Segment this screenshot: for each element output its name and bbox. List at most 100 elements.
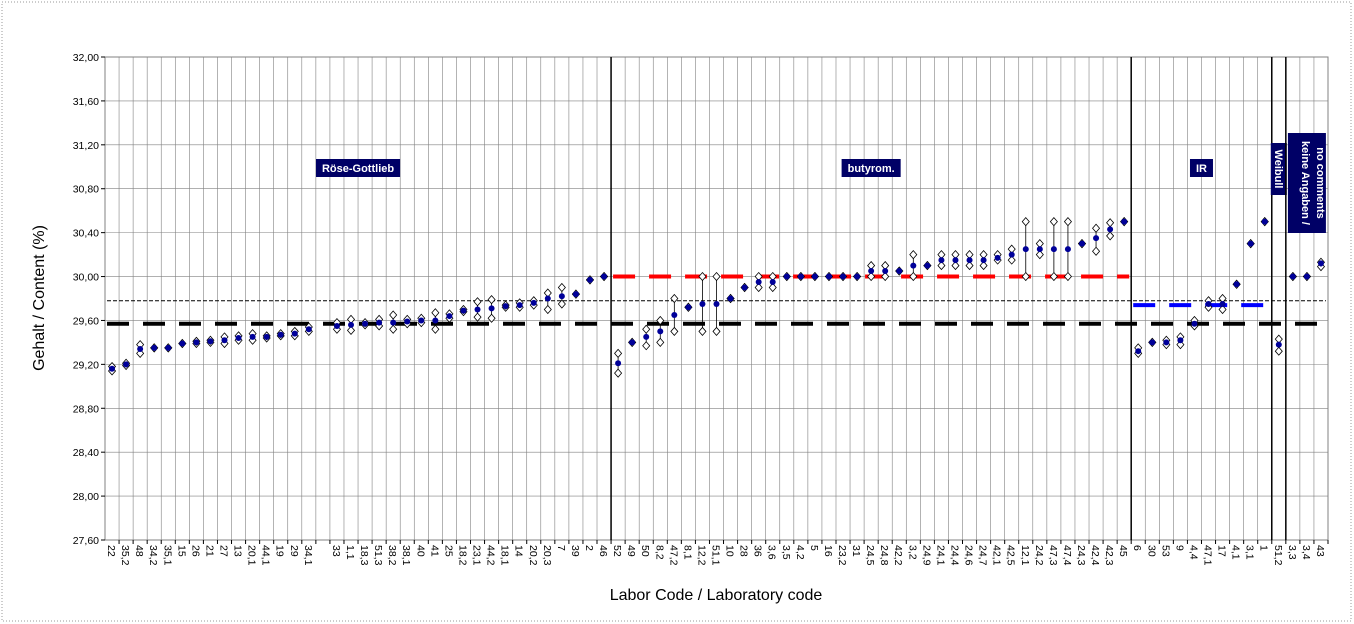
mean-value (952, 257, 959, 264)
x-tick-label: 4,1 (1230, 545, 1242, 560)
group-label: keine Angaben / (1299, 141, 1311, 225)
y-tick-label: 27,60 (73, 535, 99, 547)
mean-value (488, 305, 495, 312)
x-tick-label: 3,3 (1286, 545, 1298, 560)
mean-value (1036, 246, 1043, 253)
mean-value (1064, 246, 1071, 253)
mean-value (1275, 341, 1282, 348)
mean-value (123, 361, 130, 368)
x-tick-label: 44,1 (260, 545, 272, 566)
mean-value (769, 279, 776, 286)
single-value (881, 271, 890, 282)
single-value (1021, 271, 1030, 282)
x-tick-label: 51,1 (710, 545, 722, 566)
x-tick-label: 14 (513, 545, 525, 557)
mean-value (896, 268, 903, 275)
mean-value (165, 344, 172, 351)
single-value (1049, 217, 1058, 227)
x-tick-label: 29 (288, 545, 300, 557)
x-tick-label: 24,5 (864, 545, 876, 566)
y-tick-label: 29,60 (73, 315, 99, 327)
single-value (698, 326, 707, 337)
mean-value (179, 340, 186, 347)
x-tick-label: 7 (555, 545, 567, 551)
mean-value (460, 307, 467, 314)
y-tick-label: 28,00 (73, 491, 99, 503)
x-tick-label: 3,5 (780, 545, 792, 560)
mean-value (966, 257, 973, 264)
mean-value (530, 299, 537, 306)
single-value (642, 324, 651, 334)
mean-value (657, 328, 664, 335)
x-tick-label: 40 (414, 545, 426, 557)
group-label: butyrom. (848, 163, 895, 175)
mean-value (558, 293, 565, 300)
mean-value (544, 295, 551, 302)
mean-value (1233, 281, 1240, 288)
single-value (473, 297, 482, 307)
x-tick-label: 2 (583, 545, 595, 551)
group-label-box (841, 159, 901, 177)
single-value (1021, 217, 1030, 227)
mean-value (1317, 260, 1324, 267)
mean-value (1121, 218, 1128, 225)
x-tick-label: 47,1 (1202, 545, 1214, 566)
x-tick-label: 34,1 (302, 545, 314, 566)
y-tick-label: 28,40 (73, 447, 99, 459)
mean-value (137, 345, 144, 352)
x-tick-label: 42,3 (1103, 545, 1115, 566)
mean-value (516, 302, 523, 309)
mean-value (1247, 240, 1254, 247)
single-value (543, 304, 552, 315)
mean-value (1289, 273, 1296, 280)
single-value (937, 260, 946, 271)
x-tick-label: 38,1 (400, 545, 412, 566)
x-tick-label: 16 (822, 545, 834, 557)
group-label-box (1287, 133, 1326, 233)
single-value (909, 249, 918, 260)
mean-value (601, 273, 608, 280)
x-tick-label: 42,2 (892, 545, 904, 566)
single-value (1092, 246, 1101, 256)
x-tick-label: 8,1 (681, 545, 693, 560)
mean-value (1219, 300, 1226, 307)
single-value (431, 308, 440, 318)
x-tick-label: 45 (1117, 545, 1129, 557)
mean-value (783, 273, 790, 280)
mean-value (1191, 320, 1198, 327)
x-tick-label: 6 (1131, 545, 1143, 551)
x-tick-label: 19 (274, 545, 286, 557)
x-tick-label: 24,8 (878, 545, 890, 566)
x-tick-label: 1,1 (344, 545, 356, 560)
mean-value (305, 326, 312, 333)
group-label: Röse-Gottlieb (322, 163, 394, 175)
x-tick-label: 47,4 (1061, 545, 1073, 566)
mean-value (825, 273, 832, 280)
single-value (1106, 231, 1115, 241)
single-value (642, 341, 651, 351)
x-tick-label: 46 (597, 545, 609, 557)
x-tick-label: 22 (105, 545, 117, 557)
x-tick-label: 18,3 (358, 545, 370, 566)
x-tick-label: 27 (217, 545, 229, 557)
single-value (346, 325, 356, 335)
single-value (965, 260, 974, 271)
x-tick-label: 4,2 (794, 545, 806, 560)
x-tick-label: 8,2 (653, 545, 665, 560)
group-label-box (315, 159, 401, 177)
mean-value (418, 317, 425, 324)
y-tick-label: 30,80 (73, 184, 99, 196)
x-tick-label: 20,2 (527, 545, 539, 566)
single-value (614, 348, 623, 358)
x-tick-label: 26 (189, 545, 201, 557)
mean-value (1022, 246, 1029, 253)
single-value (487, 294, 496, 305)
x-tick-label: 24,6 (963, 545, 975, 566)
mean-value (502, 303, 509, 310)
mean-value (390, 319, 397, 326)
mean-value (151, 344, 158, 351)
x-tick-label: 23,1 (471, 545, 483, 566)
mean-value (362, 320, 369, 327)
x-tick-label: 51,3 (372, 545, 384, 566)
single-value (557, 299, 566, 309)
